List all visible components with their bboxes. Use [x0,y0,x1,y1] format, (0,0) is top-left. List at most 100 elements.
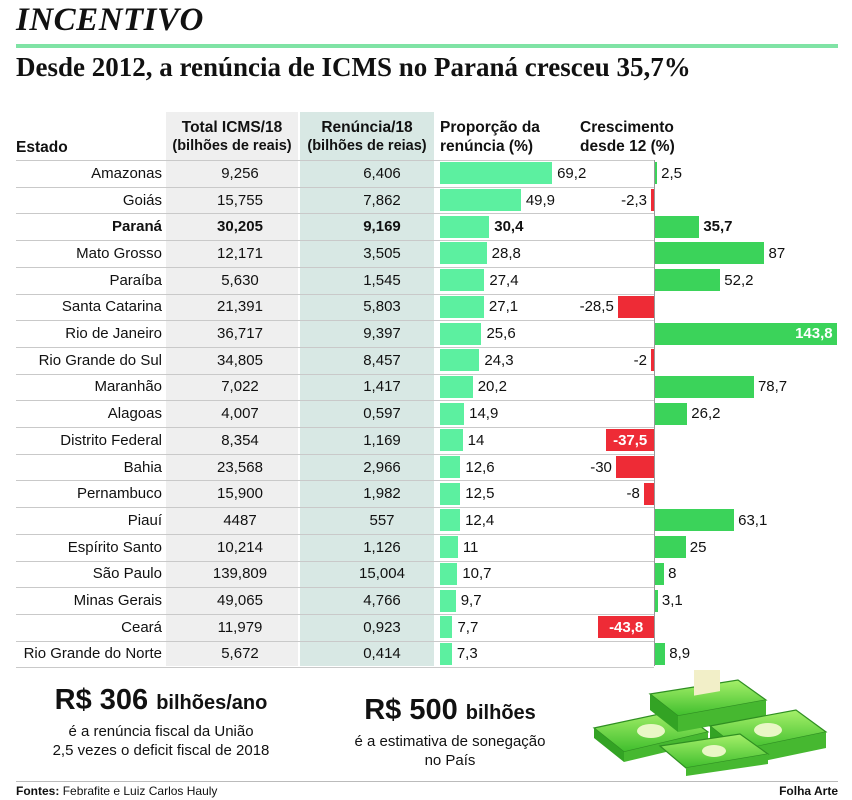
stat-right-line1: é a estimativa de sonegação [354,733,546,750]
renuncia-value: 6,406 [363,164,401,182]
stat-right-headline: R$ 500 bilhões [322,694,578,727]
crescimento-bar [643,482,654,505]
table-row: Alagoas 4,007 0,597 [16,400,836,427]
total-icms-value: 9,256 [221,164,259,182]
row-separator [16,533,654,535]
proporcao-label: 20,2 [477,378,507,396]
header-total-line1: Total ICMS/18 [181,119,283,136]
total-icms-value: 11,979 [217,618,263,636]
crescimento-bar [651,349,654,372]
header-estado: Estado [16,139,68,156]
proporcao-label: 30,4 [494,218,524,236]
crescimento-bar [615,456,654,479]
proporcao-bar [440,189,521,212]
crescimento-label: -43,8 [609,618,644,636]
proporcao-bar [440,215,490,238]
stat-left-headline: R$ 306 bilhões/ano [16,684,306,717]
row-separator [16,507,654,509]
money-stack-4 [658,733,770,776]
stat-left-line2: 2,5 vezes o deficit fiscal de 2018 [52,742,270,759]
stat-right-line2: no País [424,752,476,769]
proporcao-label: 14,9 [469,405,499,423]
crescimento-label: 25 [689,538,707,556]
header-renuncia-line1: Renúncia/18 [321,119,413,136]
credit: Folha Arte [779,784,838,798]
kicker-rule [16,44,838,48]
table-row: Maranhão 7,022 1,417 [16,374,836,401]
crescimento-label: -2 [633,351,647,369]
stat-left-unit: bilhões/ano [156,692,268,714]
total-icms-value: 36,717 [217,325,263,343]
renuncia-value: 1,169 [363,431,401,449]
crescimento-bar [654,269,721,292]
table-row: Espírito Santo 10,214 1,126 [16,534,836,561]
renuncia-value: 1,982 [363,485,401,503]
renuncia-value: 0,923 [363,618,401,636]
header-proporcao: Proporção da renúncia (%) [440,118,540,156]
total-icms-value: 23,568 [217,458,263,476]
row-separator [16,160,654,161]
crescimento-label: 2,5 [661,164,683,182]
header-crescimento-line2: desde 12 (%) [580,138,675,155]
renuncia-value: 3,505 [363,244,401,262]
crescimento-bar [654,375,754,398]
sources-label: Fontes: [16,784,60,798]
total-icms-value: 5,630 [221,271,259,289]
proporcao-bar [440,349,480,372]
renuncia-value: 2,966 [363,458,401,476]
proporcao-label: 12,5 [465,485,495,503]
crescimento-label: 78,7 [757,378,788,396]
state-name: Espírito Santo [67,538,162,556]
table-row: Rio Grande do Sul 34,805 8,457 [16,347,836,374]
table-row: Piauí 4487 557 [16,507,836,534]
money-stacks-icon [592,670,828,776]
renuncia-value: 5,803 [363,298,401,316]
proporcao-bar [440,295,484,318]
state-name: Alagoas [107,405,162,423]
crescimento-bar [654,509,735,532]
total-icms-value: 5,672 [221,645,259,663]
header-crescimento: Crescimento desde 12 (%) [580,118,675,156]
crescimento-label: -8 [626,485,640,503]
row-separator [16,667,654,669]
proporcao-label: 7,3 [456,645,478,663]
header-crescimento-line1: Crescimento [580,119,674,136]
state-name: Pernambuco [76,485,162,503]
renuncia-value: 7,862 [363,191,401,209]
table-row: Paraná 30,205 9,169 [16,213,836,240]
growth-zero-line [654,160,655,666]
state-name: Paraíba [109,271,162,289]
renuncia-value: 4,766 [363,592,401,610]
renuncia-value: 1,126 [363,538,401,556]
row-separator [16,186,654,188]
proporcao-label: 69,2 [557,164,587,182]
headline: Desde 2012, a renúncia de ICMS no Paraná… [16,52,691,82]
total-icms-value: 21,391 [217,298,263,316]
total-icms-value: 34,805 [217,351,263,369]
row-separator [16,560,654,562]
proporcao-bar [440,429,463,452]
proporcao-bar [440,589,456,612]
state-name: Goiás [122,191,162,209]
total-icms-value: 4,007 [221,405,259,423]
proporcao-bar [440,269,485,292]
crescimento-label: -37,5 [613,431,648,449]
total-column-band [166,112,298,666]
header-renuncia-line2: (bilhões de reias) [307,138,427,154]
row-separator [16,373,654,375]
total-icms-value: 49,065 [217,592,263,610]
state-name: Mato Grosso [76,244,162,262]
row-separator [16,346,654,348]
proporcao-bar [440,322,482,345]
renuncia-value: 9,397 [363,325,401,343]
stat-left: R$ 306 bilhões/ano é a renúncia fiscal d… [16,684,306,759]
renuncia-value: 15,004 [359,565,405,583]
state-name: Ceará [121,618,162,636]
crescimento-label: -28,5 [579,298,614,316]
total-icms-value: 12,171 [217,244,263,262]
total-icms-value: 30,205 [217,218,263,236]
state-name: Paraná [111,218,162,236]
crescimento-bar [654,642,666,665]
proporcao-bar [440,509,461,532]
table-row: Rio de Janeiro 36,717 9,397 [16,320,836,347]
